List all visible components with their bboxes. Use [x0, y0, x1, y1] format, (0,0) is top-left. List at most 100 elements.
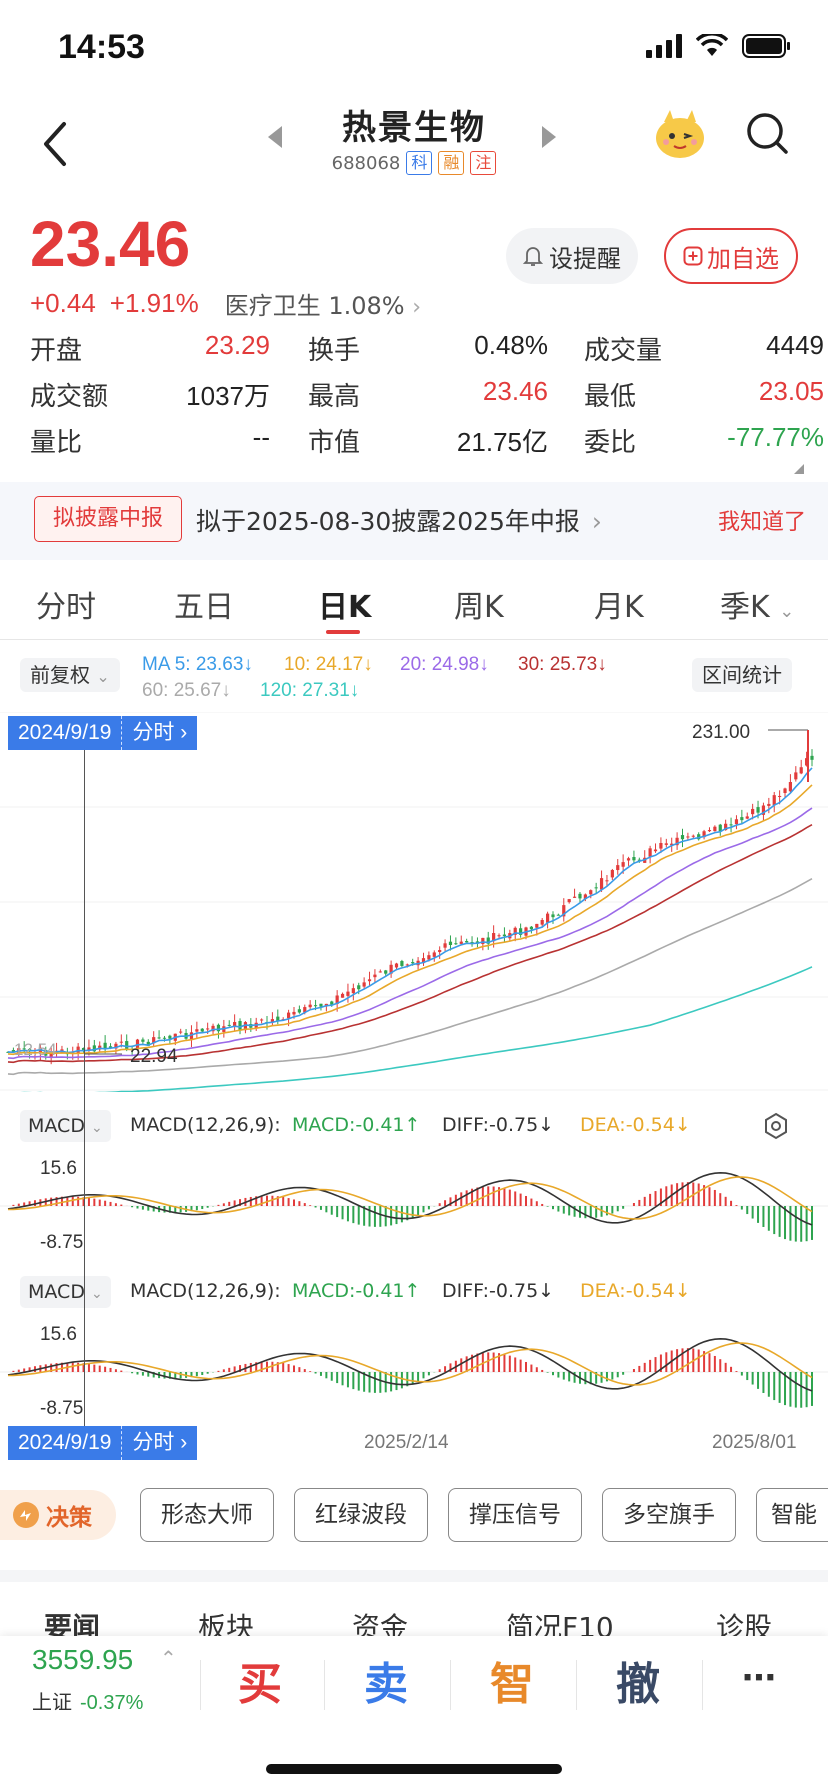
tool-red-green-band[interactable]: 红绿波段: [294, 1488, 428, 1542]
section-divider: [0, 1570, 828, 1582]
candle-body: [152, 1037, 156, 1044]
ma30-label: 30: 25.73↓: [518, 654, 607, 675]
tab-weekly-k[interactable]: 周K: [454, 590, 504, 625]
cursor-date: 2024/9/19: [18, 1431, 112, 1454]
tool-pattern-master[interactable]: 形态大师: [140, 1488, 274, 1542]
candle-body: [626, 858, 631, 861]
candle-body: [610, 869, 614, 878]
candle-body: [394, 963, 399, 968]
candle-body: [599, 878, 604, 890]
candle-body: [362, 982, 366, 987]
candlestick-chart[interactable]: [0, 712, 828, 1092]
buy-button[interactable]: 买: [238, 1659, 282, 1710]
stat-label: 委比: [584, 428, 637, 458]
candle-body: [572, 896, 577, 898]
candle-body: [276, 1016, 280, 1022]
mascot-icon[interactable]: [652, 106, 708, 160]
candle-body: [783, 788, 787, 793]
macd-chart-2[interactable]: [0, 1314, 828, 1424]
stat-value: 1037万: [186, 381, 270, 411]
candle-body: [492, 933, 496, 942]
sector-link[interactable]: 医疗卫生 1.08% ›: [225, 286, 421, 321]
notice-dismiss-button[interactable]: 我知道了: [717, 510, 806, 535]
macd1-y-bottom: -8.75: [40, 1232, 84, 1253]
macd2-y-bottom: -8.75: [40, 1398, 84, 1419]
candle-body: [718, 824, 722, 832]
more-icon[interactable]: ⋯: [742, 1658, 776, 1698]
back-chevron-icon[interactable]: [36, 118, 76, 170]
tab-daily-k[interactable]: 日K: [318, 590, 372, 625]
search-icon[interactable]: [744, 110, 790, 156]
cursor-date-badge-bottom[interactable]: 2024/9/19 分时 ›: [8, 1426, 198, 1460]
candle-body: [621, 862, 625, 867]
tab-quarterly-k[interactable]: 季K ⌄: [720, 590, 795, 625]
candle-body: [805, 758, 809, 766]
last-price: 23.46: [30, 208, 191, 280]
candle-body: [794, 772, 798, 780]
sector-percent: 1.08%: [328, 292, 405, 320]
macd-select-1[interactable]: MACD ⌄: [20, 1110, 111, 1142]
tool-smart[interactable]: 智能: [756, 1488, 828, 1542]
candle-body: [578, 893, 582, 899]
dea-value: DEA:-0.54↓: [580, 1114, 691, 1136]
sell-button[interactable]: 卖: [364, 1659, 408, 1710]
candle-body: [81, 1047, 86, 1051]
candle-body: [11, 1050, 15, 1053]
chevron-down-icon: ⌄: [96, 667, 110, 686]
intraday-link[interactable]: 分时 ›: [121, 1426, 187, 1460]
cursor-date-badge-top[interactable]: 2024/9/19 分时 ›: [8, 716, 198, 750]
prev-stock-arrow-icon[interactable]: [268, 126, 282, 148]
left-axis-label: 12.54: [14, 1040, 57, 1059]
candle-body: [400, 961, 404, 966]
range-stats-button[interactable]: 区间统计: [692, 658, 792, 692]
stat-label: 最低: [584, 382, 637, 412]
ma20-label: 20: 24.98↓: [400, 654, 489, 675]
candle-body: [162, 1037, 167, 1039]
candle-body: [551, 914, 555, 918]
cancel-order-button[interactable]: 撤: [616, 1659, 660, 1710]
macd-header-2: MACD ⌄ MACD(12,26,9): MACD:-0.41↑ DIFF:-…: [0, 1272, 828, 1312]
add-watchlist-label: 加自选: [707, 244, 779, 273]
tab-intraday[interactable]: 分时: [36, 590, 96, 625]
macd-value: MACD:-0.41↑: [292, 1114, 421, 1136]
candle-body: [49, 1052, 53, 1057]
x-label: 2025/8/01: [712, 1432, 797, 1453]
expand-corner-icon[interactable]: [794, 464, 804, 474]
set-alert-button[interactable]: 设提醒: [506, 228, 638, 284]
intraday-link[interactable]: 分时 ›: [121, 716, 187, 750]
bell-icon: [523, 247, 543, 266]
next-stock-arrow-icon[interactable]: [542, 126, 556, 148]
stat-label: 成交额: [30, 382, 109, 412]
candle-body: [481, 937, 485, 944]
stock-name: 热景生物: [342, 108, 486, 148]
tab-monthly-k[interactable]: 月K: [594, 590, 644, 625]
tab-five-day[interactable]: 五日: [174, 590, 234, 625]
candle-body: [459, 941, 463, 944]
candle-body: [411, 962, 415, 964]
stock-code: 688068: [331, 152, 401, 174]
smart-button[interactable]: 智: [490, 1659, 534, 1710]
period-tabs: 分时 五日 日K 周K 月K 季K ⌄: [0, 560, 828, 640]
adjust-select[interactable]: 前复权 ⌄: [20, 658, 120, 692]
add-watchlist-button[interactable]: 加自选: [664, 228, 798, 284]
settings-hex-icon[interactable]: [762, 1112, 790, 1140]
chevron-down-icon: ⌄: [779, 601, 795, 622]
tool-long-short[interactable]: 多空旗手: [602, 1488, 736, 1542]
candle-body: [286, 1012, 291, 1019]
tool-support-pressure[interactable]: 撑压信号: [448, 1488, 582, 1542]
chevron-up-icon[interactable]: ⌃: [160, 1646, 177, 1670]
candle-body: [465, 941, 469, 943]
index-value[interactable]: 3559.95: [32, 1644, 134, 1675]
ma-line: [7, 767, 813, 1054]
decision-button[interactable]: 决策: [0, 1490, 116, 1540]
ma5-label: MA 5: 23.63↓: [142, 654, 253, 675]
macd-chart-1[interactable]: [0, 1148, 828, 1258]
divider: [200, 1660, 201, 1710]
home-indicator: [266, 1764, 562, 1774]
candle-body: [378, 971, 382, 973]
macd-select-2[interactable]: MACD ⌄: [20, 1276, 111, 1308]
earnings-notice[interactable]: 拟披露中报 拟于2025-08-30披露2025年中报 › 我知道了: [0, 482, 828, 560]
stat-label: 开盘: [30, 336, 83, 366]
candle-body: [346, 991, 350, 996]
stat-value: 23.46: [482, 376, 548, 406]
